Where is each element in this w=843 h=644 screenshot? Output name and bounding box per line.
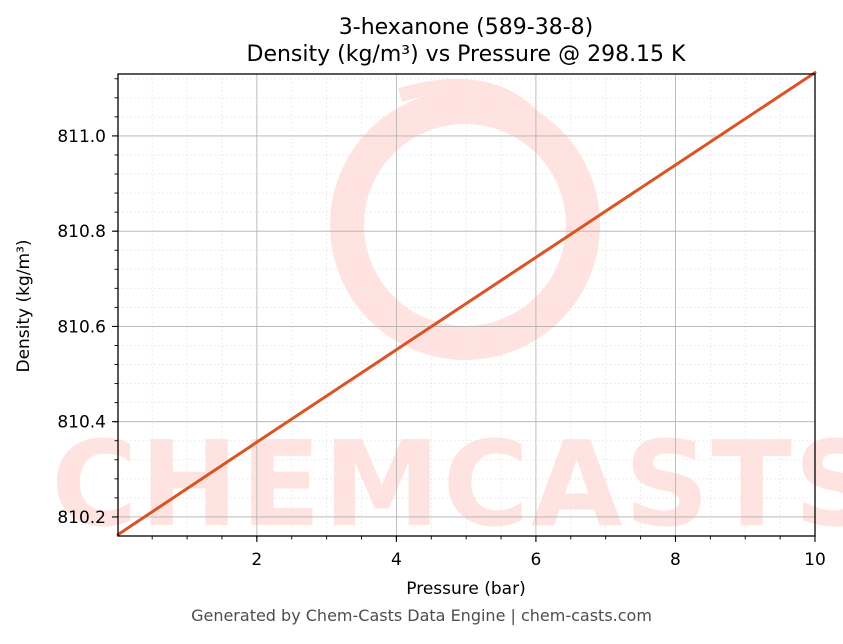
y-tick-labels: 810.2 810.4 810.6 810.8 811.0: [57, 127, 106, 528]
y-tick-label: 810.2: [57, 508, 106, 528]
footer-credit: Generated by Chem-Casts Data Engine | ch…: [191, 606, 652, 625]
y-tick-label: 810.6: [57, 317, 106, 337]
watermark-text: CHEMCASTS: [51, 415, 843, 553]
x-tick-label: 4: [391, 550, 402, 570]
x-tick-label: 6: [531, 550, 542, 570]
axis-ticks: [112, 78, 816, 542]
major-grid: [118, 74, 815, 536]
y-tick-label: 810.4: [57, 413, 106, 433]
chart-title: 3-hexanone (589-38-8): [339, 15, 593, 40]
series-layer: [116, 71, 817, 537]
series-line-density: [116, 71, 817, 537]
x-axis-label: Pressure (bar): [406, 579, 525, 599]
chart-subtitle: Density (kg/m³) vs Pressure @ 298.15 K: [247, 42, 687, 67]
y-tick-label: 810.8: [57, 222, 106, 242]
x-tick-label: 8: [670, 550, 681, 570]
x-tick-label: 10: [804, 550, 826, 570]
x-tick-labels: 2 4 6 8 10: [251, 550, 825, 570]
y-axis-label: Density (kg/m³): [14, 239, 34, 372]
x-tick-label: 2: [251, 550, 262, 570]
y-tick-label: 811.0: [57, 127, 106, 147]
watermark: CHEMCASTS: [51, 78, 843, 553]
